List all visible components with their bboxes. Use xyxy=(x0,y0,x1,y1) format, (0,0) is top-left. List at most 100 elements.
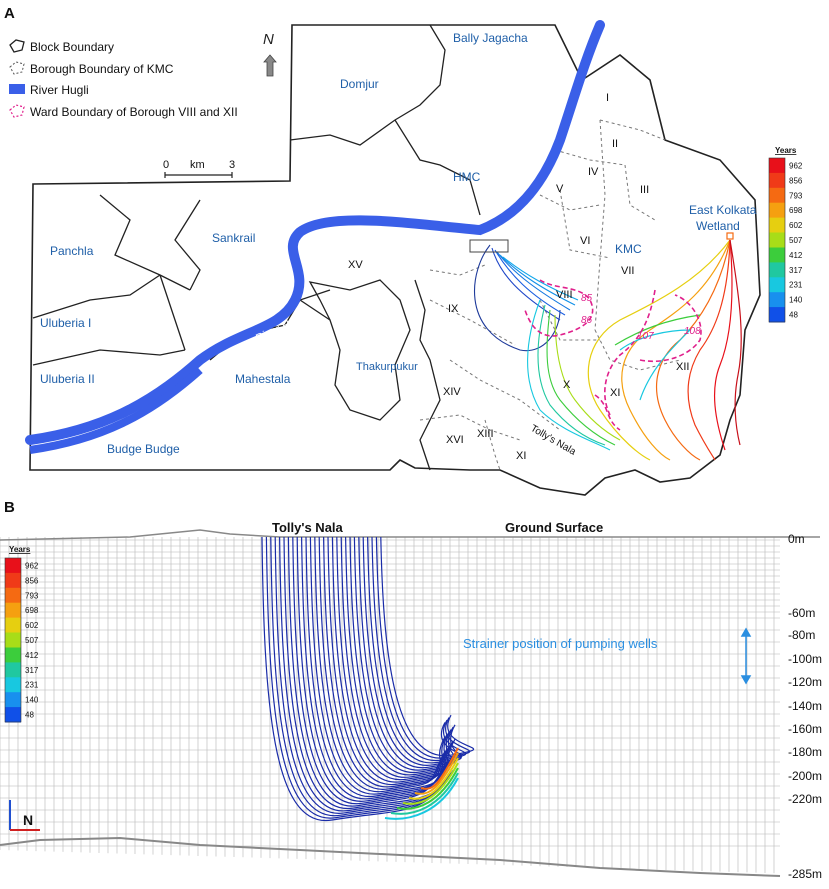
colorbar-tick-label: 317 xyxy=(25,666,39,675)
depth-label: -120m xyxy=(788,675,822,689)
study-area-outline xyxy=(29,24,761,496)
ward-boundary-legend-icon xyxy=(9,104,25,118)
colorbar-swatch xyxy=(5,632,21,648)
colorbar-tick-label: 793 xyxy=(25,591,39,600)
flowpath-bundle-west xyxy=(474,244,621,451)
depth-label: -80m xyxy=(788,628,815,642)
colorbar-swatch xyxy=(769,277,785,293)
ward-label: 107 xyxy=(637,331,654,342)
depth-label: -220m xyxy=(788,792,822,806)
label-bally-jagacha: Bally Jagacha xyxy=(453,31,528,45)
colorbar-swatch xyxy=(769,202,785,219)
depth-label: 0m xyxy=(788,532,805,546)
label-hmc: HMC xyxy=(453,170,481,184)
colorbar-tick-label: 48 xyxy=(25,711,34,720)
colorbar-tick-label: 231 xyxy=(789,281,803,290)
label-east-kolkata: East Kolkata xyxy=(689,203,757,217)
ekw-source-marker xyxy=(726,232,734,240)
scale-unit: km xyxy=(190,159,205,171)
colorbar-swatch xyxy=(769,232,785,248)
legend-borough-boundary: Borough Boundary of KMC xyxy=(30,62,174,76)
label-mahestala: Mahestala xyxy=(235,372,291,386)
colorbar-swatch xyxy=(769,262,785,278)
colorbar-swatch xyxy=(769,158,785,174)
ward-label: 86 xyxy=(581,315,593,326)
ground-surface-line xyxy=(0,529,820,541)
xsec-flowpath xyxy=(279,536,454,812)
colorbar-swatch xyxy=(5,707,21,723)
compass-label: N xyxy=(23,812,33,828)
colorbar-tick-label: 856 xyxy=(25,576,39,585)
colorbar-tick-label: 698 xyxy=(789,206,803,215)
river-legend-swatch xyxy=(9,84,25,94)
depth-label: -160m xyxy=(788,722,822,736)
xsec-flowpath xyxy=(367,536,463,764)
colorbar-tick-label: 507 xyxy=(25,636,39,645)
colorbar-tick-label: 602 xyxy=(25,621,39,630)
xsec-flowpath-aged xyxy=(408,757,459,800)
colorbar-swatch xyxy=(769,217,785,233)
borough-label: XIII xyxy=(477,428,494,440)
colorbar-swatch xyxy=(769,292,785,308)
xsec-flowpath-aged xyxy=(420,747,459,790)
colorbar-tick-label: 48 xyxy=(789,311,798,320)
borough-label: XVI xyxy=(446,434,464,446)
depth-label: -140m xyxy=(788,699,822,713)
panel-b-label: B xyxy=(4,499,15,516)
label-uluberia-1: Uluberia I xyxy=(40,316,91,330)
colorbar-swatch xyxy=(769,187,785,204)
label-tollys-nala: Tolly's Nala xyxy=(272,520,344,535)
borough-label: II xyxy=(612,138,618,150)
north-arrow-label: N xyxy=(263,31,274,48)
xsec-flowpath xyxy=(375,536,471,759)
borough-label: XII xyxy=(676,361,689,373)
colorbar-tick-label: 140 xyxy=(25,696,39,705)
colorbar-swatch xyxy=(5,587,21,604)
xsec-flowpath xyxy=(358,536,459,769)
ward-label: 85 xyxy=(581,293,593,304)
colorbar-b-body: 962 856 793 698 602 507 412 317 231 140 48 xyxy=(4,557,39,723)
label-ground-surface: Ground Surface xyxy=(505,520,603,535)
block-boundary-legend-icon xyxy=(9,39,25,53)
xsec-flowpath-aged xyxy=(390,772,459,815)
borough-boundary-legend-icon xyxy=(9,61,25,75)
colorbar-swatch xyxy=(5,558,21,574)
scale-bar: 0 km 3 xyxy=(163,159,235,178)
legend-ward-boundary: Ward Boundary of Borough VIII and XII xyxy=(30,105,238,119)
colorbar-swatch xyxy=(5,617,21,633)
model-mesh xyxy=(0,537,780,874)
north-arrow: N xyxy=(263,31,277,77)
xsec-flowpath-aged xyxy=(396,767,459,810)
colorbar-swatch xyxy=(5,572,21,589)
colorbar-tick-label: 856 xyxy=(789,176,803,185)
xsec-flowpath-aged xyxy=(384,777,459,820)
xsec-flowpath xyxy=(261,536,446,822)
model-base-line xyxy=(0,836,781,877)
scale-max: 3 xyxy=(229,159,235,171)
colorbar-tick-label: 140 xyxy=(789,296,803,305)
colorbar-tick-label: 412 xyxy=(25,651,39,660)
xsec-flowpath xyxy=(265,536,448,819)
xsec-flowpath xyxy=(362,536,462,766)
xsec-flowpath xyxy=(323,536,450,788)
xsec-flowpath xyxy=(292,536,448,805)
depth-label: -60m xyxy=(788,606,815,620)
colorbar-tick-label: 507 xyxy=(789,236,803,245)
cross-section-panel-b: Tolly's Nala Ground Surface Strainer pos… xyxy=(0,520,822,881)
cross-section-flowpaths xyxy=(261,536,475,822)
river-intake-marker xyxy=(469,239,509,253)
depth-axis: 0m -60m -80m -100m -120m -140m -160m -18… xyxy=(788,532,822,881)
label-wetland: Wetland xyxy=(696,219,740,233)
depth-label: -100m xyxy=(788,652,822,666)
legend-block-boundary: Block Boundary xyxy=(30,40,114,54)
colorbar-tick-label: 317 xyxy=(789,266,803,275)
colorbar-swatch xyxy=(769,247,785,263)
borough-label: VI xyxy=(580,235,590,247)
label-domjur: Domjur xyxy=(340,77,379,91)
depth-label: -200m xyxy=(788,769,822,783)
colorbar-swatch xyxy=(5,662,21,678)
colorbar-tick-label: 793 xyxy=(789,191,803,200)
colorbar-swatch xyxy=(5,602,21,619)
